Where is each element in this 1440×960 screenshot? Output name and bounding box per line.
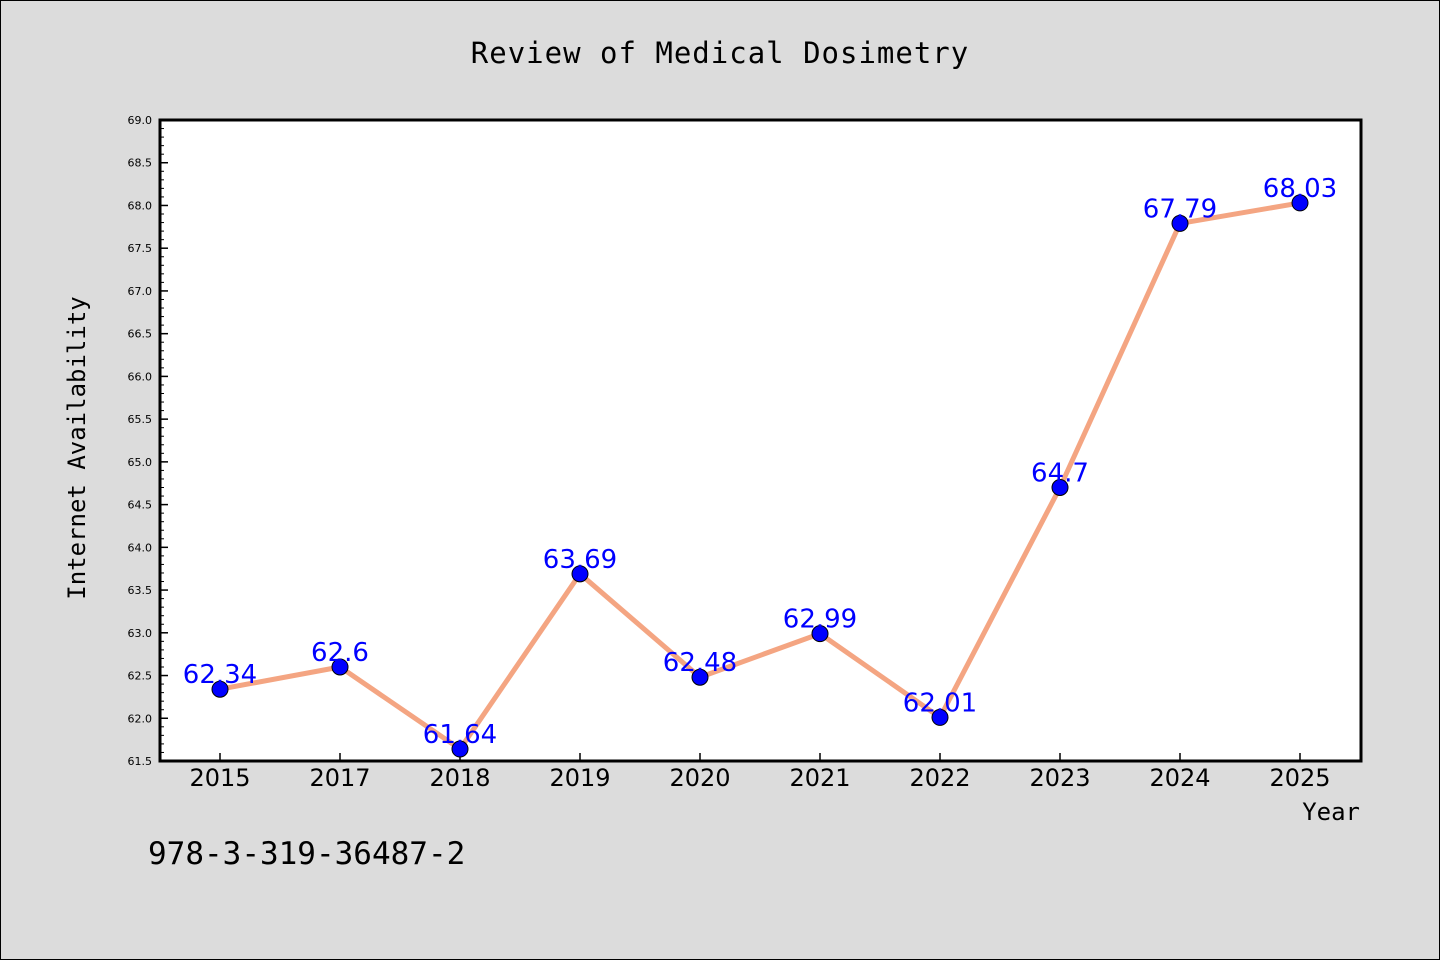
x-tick-label: 2017 [309, 764, 370, 792]
y-tick-label: 66.5 [128, 328, 153, 341]
isbn-footer: 978-3-319-36487-2 [148, 836, 465, 872]
x-tick-label: 2020 [669, 764, 730, 792]
data-label: 62.6 [311, 638, 369, 668]
x-tick-label: 2015 [189, 764, 250, 792]
data-point [1171, 214, 1189, 232]
data-point [211, 680, 229, 698]
y-tick-label: 65.5 [128, 413, 153, 426]
y-tick-label: 63.5 [128, 584, 153, 597]
x-tick-label: 2024 [1149, 764, 1210, 792]
y-tick-label: 62.0 [128, 712, 153, 725]
data-point [451, 740, 469, 758]
y-tick-label: 68.5 [128, 157, 153, 170]
y-tick-label: 66.0 [128, 370, 153, 383]
x-tick-label: 2023 [1029, 764, 1090, 792]
data-label: 62.34 [183, 660, 257, 690]
data-point [691, 668, 709, 686]
data-label: 62.48 [663, 648, 737, 678]
x-tick-label: 2022 [909, 764, 970, 792]
y-tick-label: 67.0 [128, 285, 153, 298]
data-point [571, 565, 589, 583]
y-tick-label: 69.0 [128, 114, 153, 127]
data-label: 63.69 [543, 545, 617, 575]
y-tick-label: 63.0 [128, 627, 153, 640]
data-labels: 62.34 62.6 61.64 63.69 62.48 62.99 62.01 64.7 67… [183, 174, 1337, 750]
data-point [1051, 479, 1069, 497]
y-tick-label: 64.5 [128, 499, 153, 512]
y-tick-label: 62.5 [128, 670, 153, 683]
y-tick-label: 67.5 [128, 242, 153, 255]
x-tick-label: 2021 [789, 764, 850, 792]
y-tick-label: 68.0 [128, 199, 153, 212]
y-tick-label: 61.5 [128, 755, 153, 768]
chart-title: Review of Medical Dosimetry [471, 36, 969, 70]
data-point [811, 625, 829, 643]
x-tick-label: 2025 [1269, 764, 1330, 792]
data-point [331, 658, 349, 676]
y-axis-label: Internet Availability [63, 296, 91, 599]
data-label: 62.99 [783, 605, 857, 635]
data-label: 62.01 [903, 688, 977, 718]
x-axis-ticks: 2015 2017 2018 2019 2020 2021 2022 2023 2024 2025 [189, 753, 1331, 792]
series-line [219, 200, 1301, 752]
data-label: 68.03 [1263, 174, 1337, 204]
series-markers [211, 194, 1309, 758]
y-tick-label: 65.0 [128, 456, 153, 469]
x-axis-label: Year [1302, 798, 1360, 826]
x-tick-label: 2019 [549, 764, 610, 792]
x-tick-label: 2018 [429, 764, 490, 792]
data-point [931, 708, 949, 726]
y-axis-ticks: 61.5 62.0 62.5 63.0 63.5 64.0 64.5 65.0 65.5 66.0… [128, 114, 168, 768]
data-label: 64.7 [1031, 459, 1089, 489]
data-point [1291, 194, 1309, 212]
data-label: 61.64 [423, 720, 497, 750]
y-tick-label: 64.0 [128, 541, 153, 554]
data-label: 67.79 [1143, 194, 1217, 224]
